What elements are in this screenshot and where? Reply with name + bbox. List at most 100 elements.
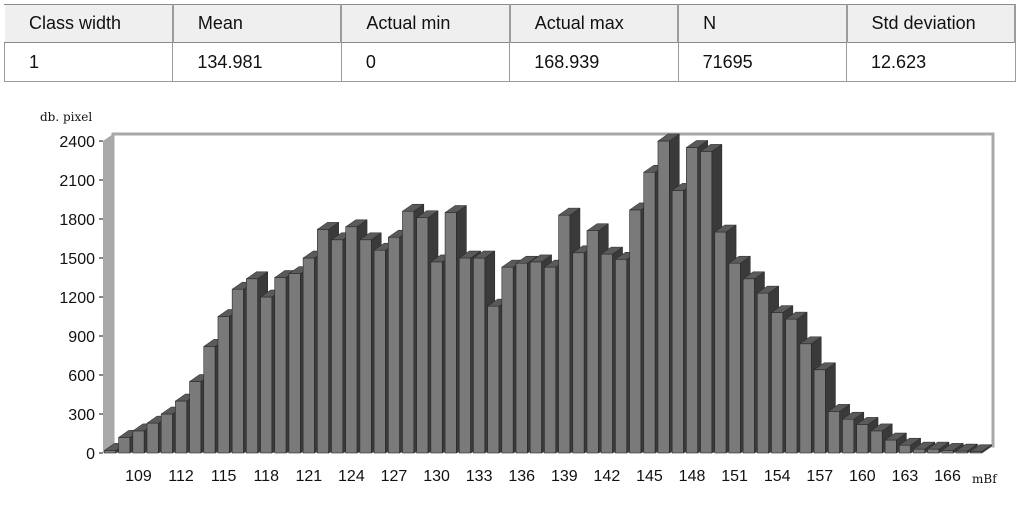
y-tick-label: 2100: [59, 173, 95, 190]
bar-front: [870, 430, 883, 454]
bar-front: [331, 239, 344, 454]
bar-front: [430, 261, 443, 454]
bar-front: [246, 278, 259, 454]
bar-top: [770, 305, 794, 313]
bar-front: [629, 209, 642, 454]
bar-front: [742, 278, 755, 454]
bar-top: [699, 144, 723, 152]
bar-front: [913, 448, 926, 454]
bar-front: [402, 210, 415, 454]
x-tick-label: 121: [295, 468, 322, 485]
y-axis-label: db. pixel: [40, 110, 92, 124]
y-tick-label: 1500: [59, 251, 95, 268]
bar-front: [104, 450, 117, 454]
bar-front: [657, 140, 670, 454]
bar-top: [784, 311, 808, 320]
x-tick-label: 160: [849, 468, 876, 485]
bar-front: [799, 343, 812, 454]
bar-front: [643, 171, 656, 454]
header-actual-max[interactable]: Actual max: [509, 4, 680, 43]
cell-class-width: 1: [3, 42, 174, 82]
x-tick-label: 151: [721, 468, 748, 485]
y-tick-label: 1200: [59, 290, 95, 307]
x-tick-label: 133: [466, 468, 493, 485]
bar-front: [146, 422, 159, 454]
bar-front: [714, 231, 727, 454]
bar-front: [955, 450, 968, 454]
bar-top: [855, 417, 879, 425]
bar-top: [415, 210, 439, 218]
bar-front: [558, 214, 571, 454]
x-tick-label: 109: [125, 468, 152, 485]
left-wall: [103, 134, 113, 453]
x-tick-label: 166: [934, 468, 961, 485]
bar-front: [274, 277, 287, 454]
header-class-width[interactable]: Class width: [3, 4, 174, 43]
y-tick-label: 900: [68, 329, 95, 346]
x-tick-label: 154: [764, 468, 791, 485]
header-std-deviation[interactable]: Std deviation: [846, 4, 1017, 43]
bar-front: [728, 262, 741, 454]
bar-front: [416, 217, 429, 454]
x-tick-label: 127: [381, 468, 408, 485]
cell-actual-max: 168.939: [509, 42, 679, 82]
y-tick-label: 600: [68, 368, 95, 385]
bar-front: [118, 437, 131, 454]
bar-top: [472, 250, 496, 259]
y-tick-label: 2400: [59, 134, 95, 151]
bar-top: [841, 411, 865, 420]
bar-front: [615, 259, 628, 454]
x-tick-label: 130: [423, 468, 450, 485]
bar-top: [713, 224, 737, 233]
x-tick-label: 115: [211, 468, 237, 485]
bar-top: [756, 285, 780, 294]
bar-front: [700, 151, 713, 454]
x-tick-label: 139: [551, 468, 578, 485]
bar-front: [898, 444, 911, 454]
y-axis-ticks: 0 300 600 900 1200 1500 1800 2100 2400: [59, 134, 103, 463]
histogram-bars: [103, 133, 993, 454]
bar-top: [955, 443, 979, 452]
bar-front: [260, 296, 273, 454]
statistics-data-row[interactable]: 1 134.981 0 168.939 71695 12.623: [3, 42, 1016, 82]
bar-top: [742, 271, 766, 280]
cell-actual-min: 0: [340, 42, 511, 82]
x-tick-label: 124: [338, 468, 365, 485]
bar-top: [912, 441, 936, 450]
bar-front: [785, 318, 798, 454]
bar-front: [203, 346, 216, 454]
cell-n: 71695: [677, 42, 848, 82]
bar-top: [799, 336, 823, 345]
header-mean[interactable]: Mean: [172, 4, 343, 43]
bar-top: [813, 362, 837, 371]
bar-front: [288, 273, 301, 454]
bar-top: [969, 444, 993, 452]
histogram-bar: [926, 441, 950, 454]
histogram-chart: 0 300 600 900 1200 1500 1800 2100 2400 109 112 115…: [0, 97, 1023, 506]
bar-front: [473, 257, 486, 454]
x-tick-label: 148: [679, 468, 706, 485]
bar-top: [245, 271, 269, 280]
bar-front: [813, 369, 826, 454]
bar-front: [317, 229, 329, 454]
bar-front: [884, 439, 897, 454]
bar-front: [827, 411, 840, 454]
bar-front: [132, 430, 145, 454]
bar-top: [827, 404, 851, 412]
statistics-table: Class width Mean Actual min Actual max N…: [3, 4, 1017, 82]
cell-std-deviation: 12.623: [846, 42, 1016, 82]
bar-front: [302, 257, 315, 454]
bar-top: [444, 205, 468, 213]
y-tick-label: 0: [86, 446, 95, 463]
bar-front: [529, 261, 542, 454]
x-tick-label: 142: [594, 468, 621, 485]
bar-front: [842, 418, 855, 454]
bar-top: [344, 219, 368, 228]
bar-front: [544, 266, 557, 454]
x-tick-label: 163: [892, 468, 919, 485]
bar-front: [771, 312, 784, 454]
bar-front: [600, 253, 613, 454]
header-actual-min[interactable]: Actual min: [340, 4, 511, 43]
bar-top: [884, 432, 908, 441]
header-n[interactable]: N: [677, 4, 848, 43]
